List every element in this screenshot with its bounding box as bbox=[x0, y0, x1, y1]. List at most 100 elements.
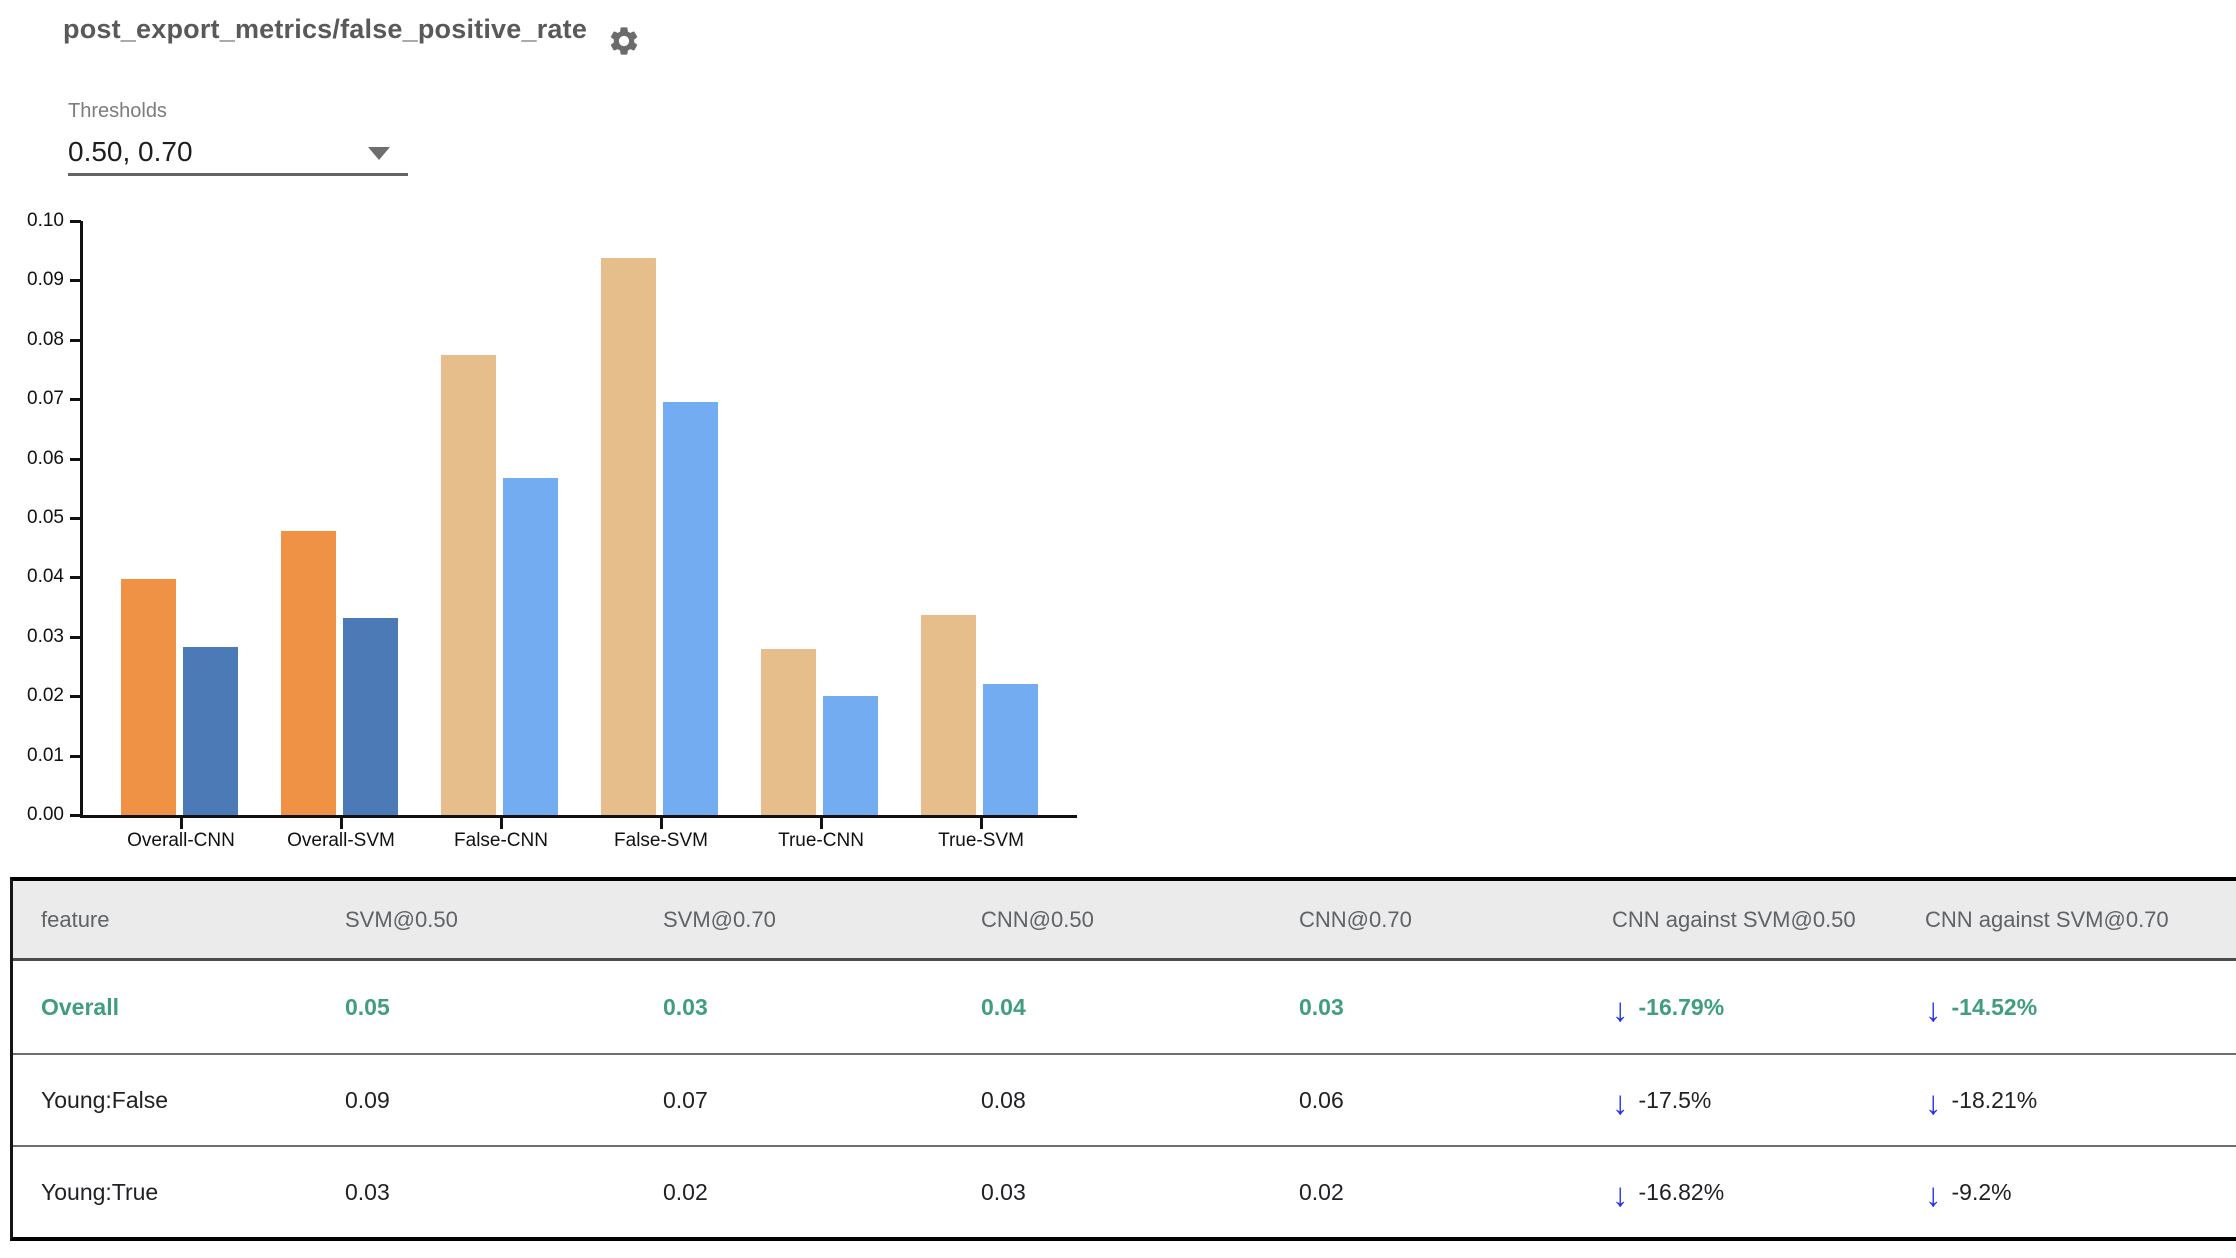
bar-True-SVM-threshold0.50[interactable] bbox=[921, 615, 976, 815]
bar-True-CNN-threshold0.50[interactable] bbox=[761, 649, 816, 815]
col-header-cnn70: CNN@0.70 bbox=[1299, 906, 1412, 932]
arrow-downward-icon: ↓ bbox=[1925, 990, 1942, 1028]
y-axis-tick-label: 0.06 bbox=[27, 447, 64, 469]
value-cell: 0.06 bbox=[1299, 1086, 1344, 1113]
value-cell: 0.03 bbox=[1299, 993, 1344, 1020]
col-header-cnn50: CNN@0.50 bbox=[981, 906, 1094, 932]
arrow-downward-icon: ↓ bbox=[1925, 1175, 1942, 1213]
arrow-downward-icon: ↓ bbox=[1612, 1175, 1629, 1213]
thresholds-dropdown[interactable]: 0.50, 0.70 bbox=[68, 131, 408, 173]
diff-value: -14.52% bbox=[1951, 993, 2038, 1020]
y-axis-tick bbox=[70, 635, 81, 639]
x-axis-tick bbox=[340, 818, 343, 829]
y-axis-tick-label: 0.05 bbox=[27, 507, 64, 528]
bar-True-SVM-threshold0.70[interactable] bbox=[983, 684, 1038, 815]
y-axis-tick bbox=[70, 814, 81, 817]
diff-value: -17.5% bbox=[1638, 1086, 1712, 1113]
value-cell: 0.04 bbox=[981, 993, 1026, 1020]
col-header-svm50: SVM@0.50 bbox=[345, 906, 458, 932]
bar-Overall-SVM-threshold0.70[interactable] bbox=[343, 618, 398, 815]
diff-cell: ↓ -14.52% bbox=[1925, 990, 2236, 1028]
col-header-cnn-vs-svm70: CNN against SVM@0.70 bbox=[1925, 906, 2169, 932]
y-axis-line bbox=[80, 221, 83, 818]
arrow-downward-icon: ↓ bbox=[1612, 1083, 1629, 1121]
feature-cell[interactable]: Overall bbox=[41, 993, 119, 1020]
x-axis-category-label: Overall-CNN bbox=[127, 830, 235, 851]
x-axis-tick bbox=[820, 818, 823, 829]
x-axis-tick bbox=[980, 818, 983, 829]
y-axis-tick-label: 0.02 bbox=[27, 685, 64, 707]
diff-value: -16.82% bbox=[1638, 1178, 1725, 1205]
y-axis-tick-label: 0.04 bbox=[27, 566, 64, 588]
diff-cell: ↓ -18.21% bbox=[1925, 1083, 2236, 1121]
bar-Overall-CNN-threshold0.70[interactable] bbox=[183, 647, 238, 815]
value-cell: 0.02 bbox=[1299, 1178, 1344, 1205]
feature-cell[interactable]: Young:True bbox=[41, 1178, 159, 1205]
settings-gear-icon[interactable] bbox=[607, 24, 641, 58]
y-axis-tick bbox=[70, 576, 81, 580]
bar-False-SVM-threshold0.50[interactable] bbox=[601, 258, 656, 815]
x-axis-category-label: False-SVM bbox=[614, 830, 708, 851]
value-cell: 0.02 bbox=[663, 1178, 708, 1205]
table-row-overall[interactable]: Overall 0.05 0.03 0.04 0.03 ↓ -16.79% ↓ … bbox=[13, 961, 2236, 1053]
y-axis-tick bbox=[70, 220, 81, 223]
arrow-downward-icon: ↓ bbox=[1925, 1083, 1942, 1121]
bar-Overall-SVM-threshold0.50[interactable] bbox=[281, 531, 336, 815]
col-header-feature: feature bbox=[41, 906, 110, 932]
y-axis-tick bbox=[70, 398, 81, 402]
y-axis-tick bbox=[70, 695, 81, 699]
value-cell: 0.03 bbox=[981, 1178, 1026, 1205]
diff-cell: ↓ -17.5% bbox=[1612, 1083, 1925, 1121]
diff-value: -18.21% bbox=[1951, 1086, 2038, 1113]
diff-cell: ↓ -16.79% bbox=[1612, 990, 1925, 1028]
y-axis-tick-label: 0.01 bbox=[27, 744, 64, 766]
dropdown-underline bbox=[68, 173, 408, 176]
thresholds-value[interactable]: 0.50, 0.70 bbox=[68, 136, 193, 167]
bar-False-CNN-threshold0.50[interactable] bbox=[441, 355, 496, 815]
thresholds-label: Thresholds bbox=[68, 100, 167, 122]
y-axis-tick bbox=[70, 338, 81, 342]
diff-value: -16.79% bbox=[1638, 993, 1725, 1020]
thresholds-select: Thresholds 0.50, 0.70 bbox=[68, 100, 408, 176]
x-axis-category-label: True-SVM bbox=[938, 830, 1024, 851]
metrics-table: feature SVM@0.50 SVM@0.70 CNN@0.50 CNN@0… bbox=[10, 877, 2236, 1241]
diff-cell: ↓ -9.2% bbox=[1925, 1175, 2236, 1213]
y-axis-tick bbox=[70, 279, 81, 283]
table-header-row: feature SVM@0.50 SVM@0.70 CNN@0.50 CNN@0… bbox=[13, 881, 2236, 961]
col-header-svm70: SVM@0.70 bbox=[663, 906, 776, 932]
x-axis-tick bbox=[180, 818, 183, 829]
value-cell: 0.08 bbox=[981, 1086, 1026, 1113]
feature-cell[interactable]: Young:False bbox=[41, 1086, 169, 1113]
value-cell: 0.03 bbox=[663, 993, 708, 1020]
bar-True-CNN-threshold0.70[interactable] bbox=[823, 696, 878, 815]
x-axis-category-label: False-CNN bbox=[454, 830, 548, 851]
y-axis-tick-label: 0.07 bbox=[27, 388, 64, 410]
y-axis-tick bbox=[70, 457, 81, 461]
col-header-cnn-vs-svm50: CNN against SVM@0.50 bbox=[1612, 906, 1856, 932]
diff-value: -9.2% bbox=[1951, 1178, 2012, 1205]
y-axis-tick-label: 0.00 bbox=[27, 804, 64, 825]
value-cell: 0.05 bbox=[345, 993, 390, 1020]
x-axis-category-label: True-CNN bbox=[778, 830, 864, 851]
value-cell: 0.03 bbox=[345, 1178, 390, 1205]
value-cell: 0.07 bbox=[663, 1086, 708, 1113]
bar-Overall-CNN-threshold0.50[interactable] bbox=[121, 579, 176, 815]
x-axis-category-label: Overall-SVM bbox=[287, 830, 395, 851]
value-cell: 0.09 bbox=[345, 1086, 390, 1113]
table-row-young-false[interactable]: Young:False 0.09 0.07 0.08 0.06 ↓ -17.5%… bbox=[13, 1053, 2236, 1145]
y-axis-tick-label: 0.03 bbox=[27, 625, 64, 647]
table-row-young-true[interactable]: Young:True 0.03 0.02 0.03 0.02 ↓ -16.82%… bbox=[13, 1145, 2236, 1237]
bar-False-CNN-threshold0.70[interactable] bbox=[503, 478, 558, 815]
chevron-down-icon[interactable] bbox=[368, 147, 390, 160]
bar-False-SVM-threshold0.70[interactable] bbox=[663, 402, 718, 815]
x-axis-tick bbox=[660, 818, 663, 829]
false-positive-rate-bar-chart: 0.00 0.01 0.02 0.03 0.04 0.05 0.06 0.07 0.08 0.09… bbox=[27, 210, 1077, 851]
y-axis-tick bbox=[70, 517, 81, 520]
y-axis-tick-label: 0.09 bbox=[27, 269, 64, 291]
y-axis-tick-label: 0.10 bbox=[27, 210, 64, 231]
y-axis-tick-label: 0.08 bbox=[27, 328, 64, 350]
x-axis-line bbox=[80, 815, 1077, 818]
y-axis-tick bbox=[70, 754, 81, 758]
arrow-downward-icon: ↓ bbox=[1612, 990, 1629, 1028]
